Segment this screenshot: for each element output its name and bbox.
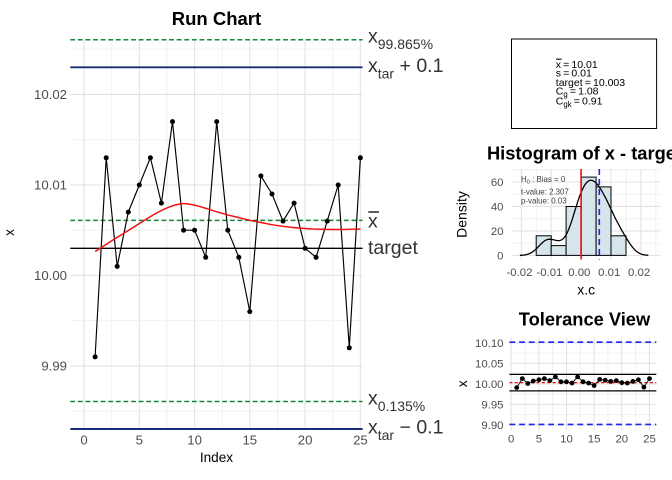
svg-text:Cgk = 0.91: Cgk = 0.91 (556, 95, 603, 109)
svg-text:9.90: 9.90 (481, 420, 503, 432)
svg-text:15: 15 (588, 434, 601, 446)
svg-text:target = 10.003: target = 10.003 (556, 77, 625, 89)
svg-text:10: 10 (560, 434, 573, 446)
svg-text:x = 10.01: x = 10.01 (556, 59, 598, 71)
svg-text:xtar + 0.1: xtar + 0.1 (368, 55, 443, 81)
svg-text:10: 10 (187, 433, 202, 448)
svg-text:20: 20 (298, 433, 313, 448)
svg-text:x: x (2, 229, 17, 236)
svg-text:0: 0 (80, 433, 87, 448)
svg-text:Tolerance View: Tolerance View (519, 309, 651, 330)
svg-text:9.95: 9.95 (481, 400, 503, 412)
svg-text:0.00: 0.00 (568, 267, 590, 279)
svg-text:target: target (368, 237, 418, 259)
svg-text:Histogram of x - target: Histogram of x - target (487, 143, 672, 164)
svg-text:10.05: 10.05 (475, 358, 504, 370)
svg-text:25: 25 (643, 434, 656, 446)
svg-text:Index: Index (200, 450, 233, 465)
svg-text:x: x (368, 211, 378, 233)
svg-text:10.01: 10.01 (34, 178, 67, 193)
svg-text:p-value: 0.03: p-value: 0.03 (521, 196, 567, 205)
svg-text:5: 5 (136, 433, 143, 448)
svg-text:-0.02: -0.02 (507, 267, 533, 279)
svg-text:10.02: 10.02 (34, 87, 67, 102)
svg-text:20: 20 (491, 226, 504, 238)
svg-text:-0.01: -0.01 (536, 267, 562, 279)
svg-text:15: 15 (242, 433, 257, 448)
svg-text:5: 5 (536, 434, 542, 446)
svg-text:Run Chart: Run Chart (172, 8, 261, 29)
svg-text:s = 0.01: s = 0.01 (556, 68, 592, 80)
svg-text:x: x (454, 380, 470, 387)
svg-text:0.01: 0.01 (598, 267, 620, 279)
svg-text:Density: Density (454, 191, 470, 238)
svg-text:60: 60 (491, 177, 504, 189)
svg-text:H0 : Bias = 0: H0 : Bias = 0 (521, 175, 566, 186)
svg-text:0: 0 (508, 434, 514, 446)
svg-text:40: 40 (491, 202, 504, 214)
svg-text:20: 20 (615, 434, 628, 446)
svg-text:0.02: 0.02 (628, 267, 650, 279)
svg-text:9.99: 9.99 (41, 359, 67, 374)
svg-text:10.10: 10.10 (475, 338, 504, 350)
svg-text:10.00: 10.00 (34, 268, 67, 283)
svg-text:0: 0 (497, 250, 503, 262)
svg-text:t-value: 2.307: t-value: 2.307 (521, 187, 569, 196)
svg-text:25: 25 (353, 433, 368, 448)
svg-text:x.c: x.c (577, 282, 595, 298)
svg-text:10.00: 10.00 (475, 379, 504, 391)
